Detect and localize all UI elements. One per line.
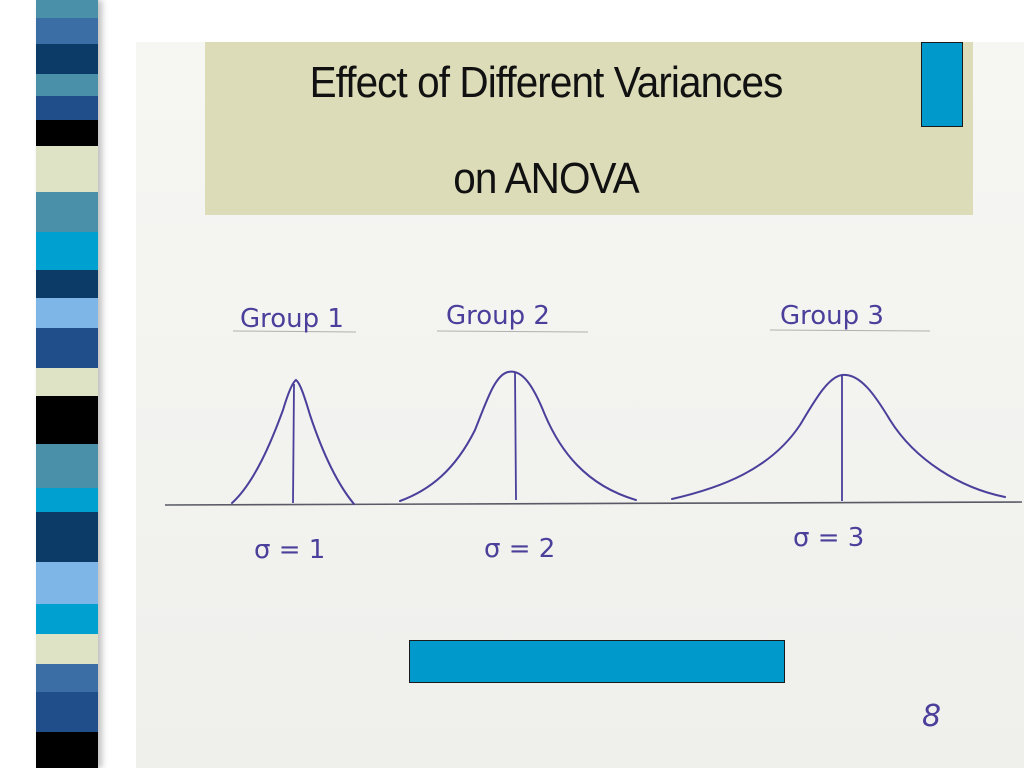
accent-bar [409, 640, 785, 683]
page-number: 8 [922, 699, 941, 734]
group-2-sigma-label: σ = 2 [484, 534, 555, 564]
stripe-block [36, 368, 98, 396]
stripe-block [36, 44, 98, 74]
stripe-block [36, 692, 98, 732]
group-1-label: Group 1 [240, 304, 344, 334]
group-3-label: Group 3 [780, 301, 884, 331]
stripe-block [36, 732, 98, 768]
stripe-block [36, 396, 98, 444]
stripe-block [36, 634, 98, 664]
stripe-block [36, 146, 98, 192]
title-box: Effect of Different Variances on ANOVA [205, 42, 973, 215]
group-3-sigma-label: σ = 3 [793, 523, 864, 553]
group-3-underline [769, 329, 931, 332]
stripe-block [36, 120, 98, 146]
stripe-block [36, 328, 98, 368]
group-3-distribution-curve [671, 373, 1006, 500]
group-2-label: Group 2 [446, 301, 550, 331]
stripe-block [36, 664, 98, 692]
slide-title-line-2: on ANOVA [453, 154, 639, 203]
stripe-block [36, 604, 98, 634]
group-2-underline [436, 330, 589, 333]
group-2-mean-line [514, 371, 517, 501]
accent-square [921, 42, 963, 127]
stripe-block [36, 18, 98, 44]
stripe-block [36, 298, 98, 328]
stripe-block [36, 270, 98, 298]
group-1-underline [232, 330, 357, 333]
stripe-block [36, 0, 98, 18]
stripe-block [36, 192, 98, 232]
stripe-block [36, 512, 98, 562]
stripe-block [36, 74, 98, 96]
decorative-stripe [36, 0, 98, 768]
stripe-block [36, 562, 98, 604]
stripe-block [36, 488, 98, 512]
stripe-block [36, 96, 98, 120]
group-2-distribution-curve [399, 370, 637, 502]
group-1-sigma-label: σ = 1 [254, 535, 325, 565]
stripe-block [36, 232, 98, 270]
baseline-axis [164, 501, 1023, 506]
slide-title-line-1: Effect of Different Variances [309, 58, 784, 107]
group-1-mean-line [292, 383, 295, 504]
group-1-distribution-curve [231, 378, 355, 505]
stripe-block [36, 444, 98, 488]
